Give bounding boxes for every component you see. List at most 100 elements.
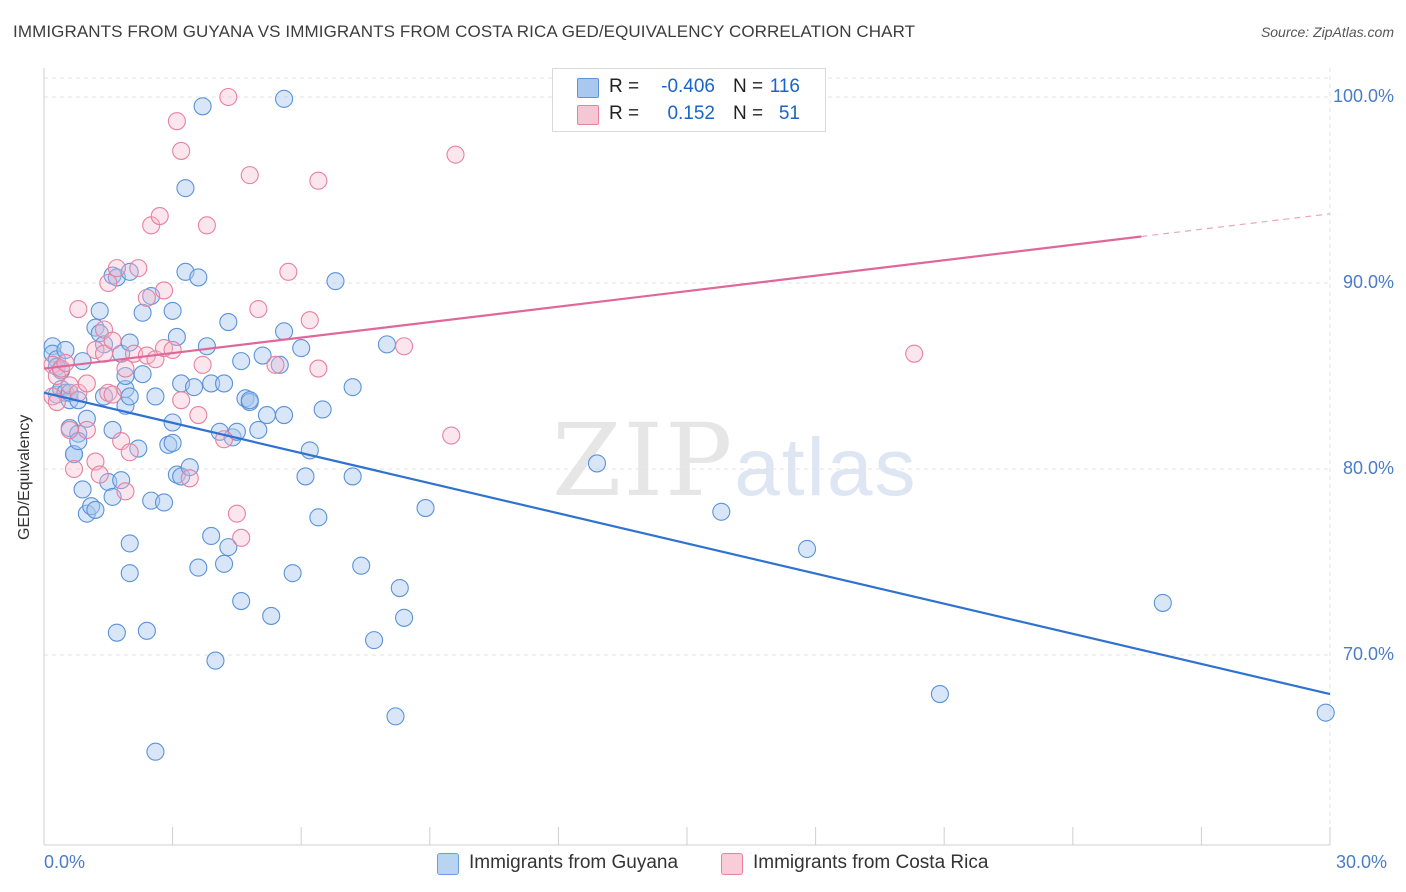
point-guyana [206,651,225,670]
point-costa-rica [232,528,251,547]
point-guyana [275,322,294,341]
point-guyana [73,480,92,499]
point-costa-rica [905,344,924,363]
point-guyana [69,424,88,443]
point-guyana [214,374,234,393]
point-guyana [202,374,221,393]
series-legend: Immigrants from Guyana Immigrants from C… [0,852,1406,878]
legend-label-costa-rica: Immigrants from Costa Rica [753,852,989,873]
point-guyana [137,621,156,640]
legend-n-value: 51 [778,103,800,124]
point-guyana [270,355,289,374]
point-guyana [163,433,182,453]
point-guyana [120,387,139,406]
point-guyana [232,592,251,611]
legend-r-label: R = [609,103,640,124]
point-costa-rica [197,216,216,235]
point-guyana [309,508,328,527]
point-guyana [193,97,212,116]
point-guyana [395,608,414,627]
point-costa-rica [180,469,199,488]
chart-title: IMMIGRANTS FROM GUYANA VS IMMIGRANTS FRO… [13,22,916,41]
point-guyana [587,454,607,473]
legend-swatch-costa-rica [721,853,743,875]
point-guyana [154,493,174,512]
point-guyana [232,352,251,371]
legend-r-value: 0.152 [667,103,715,124]
point-guyana [189,558,208,577]
point-guyana [326,272,345,291]
point-guyana [390,578,409,598]
point-costa-rica [69,299,88,319]
point-costa-rica [107,259,126,278]
point-costa-rica [150,206,169,226]
point-guyana [797,539,817,559]
point-costa-rica [395,337,414,356]
point-guyana [176,179,195,198]
point-costa-rica [154,281,174,300]
point-guyana [163,301,182,320]
point-costa-rica [64,459,84,479]
point-guyana [56,340,75,360]
point-guyana [292,339,311,358]
point-guyana [253,346,272,365]
y-axis-label: GED/Equivalency [16,414,33,540]
point-guyana [184,378,204,397]
y-tick-label: 70.0% [1342,644,1394,664]
point-costa-rica [120,443,139,462]
legend-r-value: -0.406 [661,76,715,97]
watermark: ZIPatlas [552,402,918,519]
correlation-legend: R = -0.406 N = 116 R = 0.152 N = 51 [552,68,826,132]
point-costa-rica [86,340,105,360]
point-guyana [416,499,435,518]
x-tick-label-min: 0.0% [44,852,86,872]
point-costa-rica [137,288,156,307]
point-guyana [90,301,109,320]
point-guyana [133,303,152,322]
point-guyana [197,337,216,356]
legend-row-guyana: R = -0.406 N = 116 [553,75,825,101]
point-guyana [219,538,238,557]
point-guyana [133,365,152,384]
point-costa-rica [219,87,238,107]
point-guyana [262,606,281,625]
point-guyana [386,707,405,726]
point-costa-rica [116,359,135,378]
point-costa-rica [167,112,186,131]
point-guyana [343,467,362,486]
point-costa-rica [172,141,191,160]
point-costa-rica [116,482,135,501]
y-tick-label: 100.0% [1332,86,1394,106]
legend-n-label: N = [733,103,764,124]
point-costa-rica [309,359,328,378]
legend-row-costa-rica: R = 0.152 N = 51 [553,102,825,128]
legend-swatch-blue [577,78,599,98]
point-guyana [214,554,234,573]
point-costa-rica [300,311,319,330]
legend-r-label: R = [609,76,640,97]
point-guyana [352,556,371,575]
trend-line-costa-rica [43,235,1142,370]
point-guyana [240,391,259,410]
point-guyana [189,268,208,287]
point-costa-rica [103,385,122,404]
point-guyana [129,439,148,458]
point-guyana [146,387,165,406]
point-costa-rica [249,299,268,319]
point-guyana [120,534,139,553]
point-costa-rica [129,259,148,278]
point-guyana [275,406,294,425]
point-guyana [107,623,126,642]
trend-extension-costa-rica [1141,213,1331,238]
point-costa-rica [309,171,328,190]
y-axis-label-wrap: GED/Equivalency [16,415,36,560]
y-tick-label: 90.0% [1342,272,1394,292]
point-costa-rica [60,420,79,439]
point-guyana [249,420,268,439]
point-guyana [120,564,139,583]
point-costa-rica [189,406,208,425]
point-guyana [930,685,949,704]
point-costa-rica [163,340,182,360]
point-guyana [94,335,114,354]
legend-label-guyana: Immigrants from Guyana [469,852,679,873]
